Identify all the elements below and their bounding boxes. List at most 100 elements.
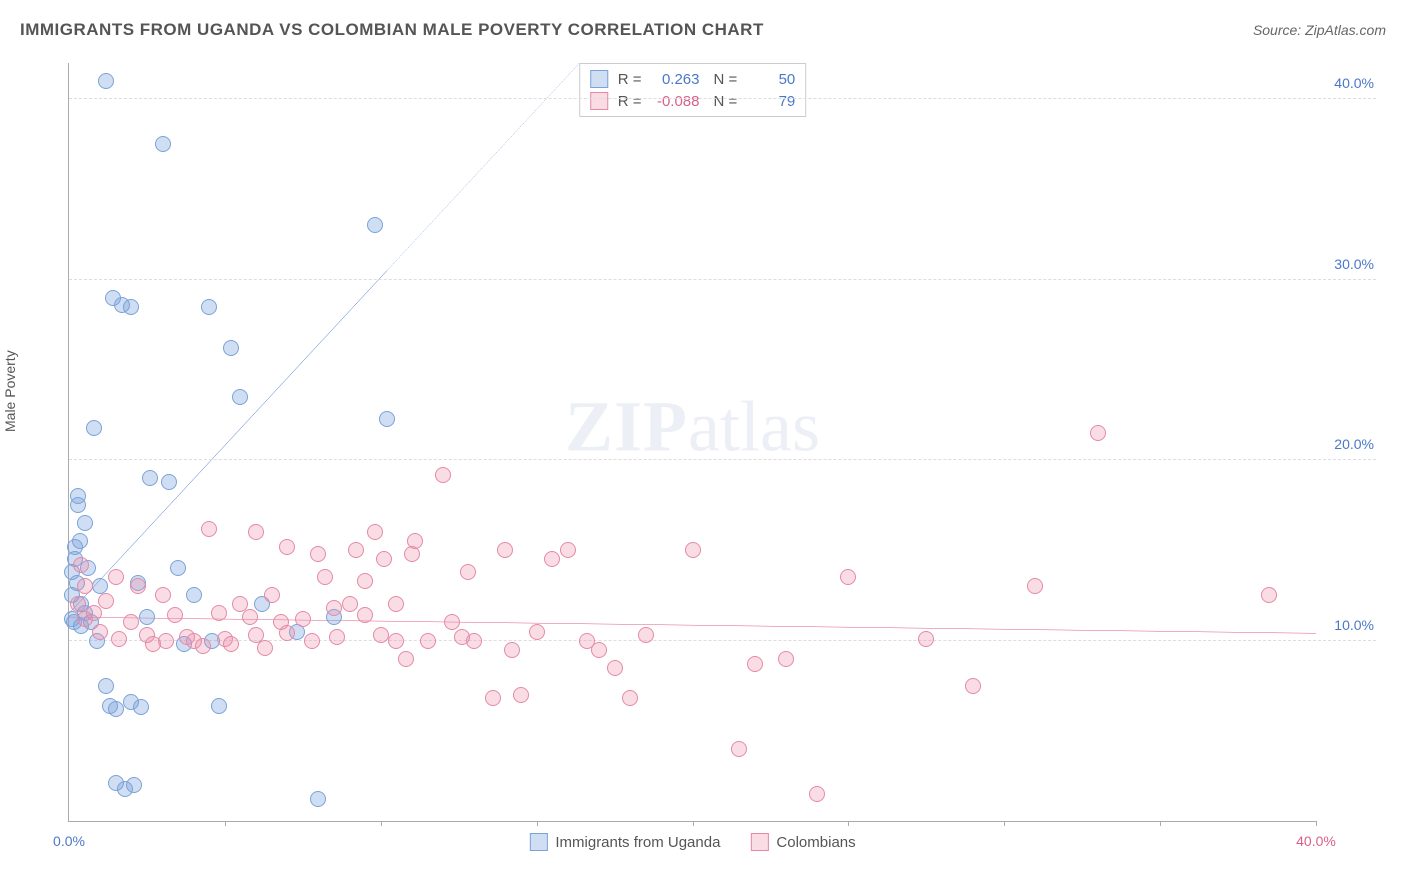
trendline-a: [69, 271, 387, 614]
y-tick-label: 30.0%: [1334, 256, 1374, 272]
data-point-b: [420, 633, 436, 649]
data-point-b: [123, 614, 139, 630]
data-point-b: [376, 551, 392, 567]
data-point-a: [211, 698, 227, 714]
legend-swatch: [750, 833, 768, 851]
data-point-a: [108, 701, 124, 717]
data-point-b: [460, 564, 476, 580]
source: Source: ZipAtlas.com: [1253, 22, 1386, 38]
data-point-a: [223, 340, 239, 356]
data-point-a: [201, 299, 217, 315]
data-point-b: [342, 596, 358, 612]
x-tick-mark: [537, 821, 538, 826]
data-point-b: [310, 546, 326, 562]
x-tick-mark: [848, 821, 849, 826]
data-point-b: [809, 786, 825, 802]
data-point-a: [126, 777, 142, 793]
n-label: N =: [714, 71, 738, 88]
r-label: R =: [618, 93, 642, 110]
x-tick-mark: [693, 821, 694, 826]
x-tick-mark: [1004, 821, 1005, 826]
chart-area: Male Poverty ZIPatlas R =0.263N =50R =-0…: [20, 55, 1386, 872]
data-point-a: [155, 136, 171, 152]
data-point-b: [357, 573, 373, 589]
data-point-b: [279, 625, 295, 641]
trendline-dashed-a: [387, 63, 1316, 271]
legend-series-item: Colombians: [750, 833, 855, 851]
data-point-a: [310, 791, 326, 807]
data-point-a: [70, 488, 86, 504]
x-tick-mark: [225, 821, 226, 826]
data-point-a: [123, 299, 139, 315]
data-point-b: [622, 690, 638, 706]
data-point-b: [778, 651, 794, 667]
y-tick-label: 40.0%: [1334, 75, 1374, 91]
data-point-b: [201, 521, 217, 537]
data-point-b: [242, 609, 258, 625]
legend-series-item: Immigrants from Uganda: [529, 833, 720, 851]
data-point-b: [158, 633, 174, 649]
data-point-b: [1261, 587, 1277, 603]
n-label: N =: [714, 93, 738, 110]
data-point-b: [211, 605, 227, 621]
data-point-b: [398, 651, 414, 667]
watermark: ZIPatlas: [565, 385, 820, 468]
legend-series: Immigrants from Uganda Colombians: [529, 833, 855, 851]
data-point-b: [155, 587, 171, 603]
data-point-b: [326, 600, 342, 616]
y-tick-label: 20.0%: [1334, 436, 1374, 452]
legend-corr-row-a: R =0.263N =50: [590, 68, 796, 90]
n-value: 79: [747, 93, 795, 110]
data-point-b: [591, 642, 607, 658]
data-point-b: [279, 539, 295, 555]
n-value: 50: [747, 71, 795, 88]
data-point-a: [98, 678, 114, 694]
y-axis-label: Male Poverty: [2, 350, 18, 432]
data-point-b: [295, 611, 311, 627]
data-point-b: [329, 629, 345, 645]
data-point-b: [560, 542, 576, 558]
chart-title: IMMIGRANTS FROM UGANDA VS COLOMBIAN MALE…: [20, 20, 764, 40]
legend-swatch-b: [590, 92, 608, 110]
data-point-b: [86, 605, 102, 621]
legend-series-label: Immigrants from Uganda: [555, 834, 720, 851]
data-point-b: [388, 596, 404, 612]
data-point-b: [367, 524, 383, 540]
data-point-b: [544, 551, 560, 567]
gridline-h: [69, 98, 1376, 99]
x-tick-label: 40.0%: [1296, 833, 1336, 849]
data-point-b: [918, 631, 934, 647]
data-point-b: [504, 642, 520, 658]
data-point-b: [513, 687, 529, 703]
data-point-a: [170, 560, 186, 576]
legend-swatch-a: [590, 70, 608, 88]
data-point-b: [965, 678, 981, 694]
y-tick-label: 10.0%: [1334, 617, 1374, 633]
source-name: ZipAtlas.com: [1305, 22, 1386, 38]
data-point-b: [466, 633, 482, 649]
data-point-b: [304, 633, 320, 649]
x-tick-mark: [381, 821, 382, 826]
data-point-a: [379, 411, 395, 427]
data-point-a: [142, 470, 158, 486]
data-point-b: [685, 542, 701, 558]
data-point-a: [139, 609, 155, 625]
data-point-b: [444, 614, 460, 630]
header: IMMIGRANTS FROM UGANDA VS COLOMBIAN MALE…: [20, 20, 1386, 40]
x-tick-label: 0.0%: [53, 833, 85, 849]
data-point-a: [86, 420, 102, 436]
data-point-b: [317, 569, 333, 585]
watermark-rest: atlas: [688, 386, 820, 466]
data-point-b: [92, 624, 108, 640]
data-point-b: [167, 607, 183, 623]
r-value: -0.088: [652, 93, 700, 110]
legend-series-label: Colombians: [776, 834, 855, 851]
plot-area: ZIPatlas R =0.263N =50R =-0.088N =79 Imm…: [68, 63, 1316, 822]
data-point-b: [485, 690, 501, 706]
data-point-a: [72, 533, 88, 549]
data-point-b: [435, 467, 451, 483]
data-point-a: [232, 389, 248, 405]
data-point-b: [1027, 578, 1043, 594]
data-point-a: [186, 587, 202, 603]
data-point-b: [529, 624, 545, 640]
